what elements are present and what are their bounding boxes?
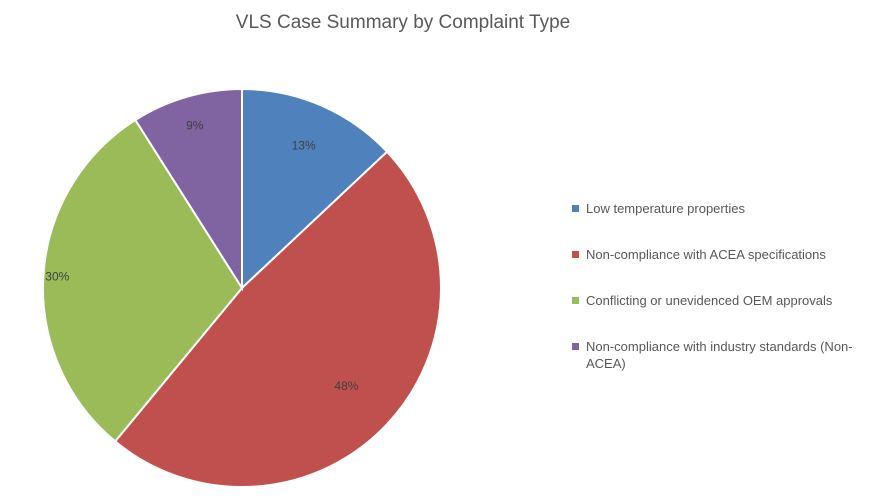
legend-swatch: [572, 205, 579, 212]
chart-legend: Low temperature properties Non-complianc…: [572, 200, 872, 372]
legend-label: Non-compliance with ACEA specifications: [586, 247, 826, 262]
legend-item-oem-approvals: Conflicting or unevidenced OEM approvals: [572, 292, 872, 309]
legend-label: Low temperature properties: [586, 201, 745, 216]
pie-slice: [133, 87, 243, 292]
slice-data-label: 48%: [334, 379, 358, 393]
slice-data-label: 13%: [292, 139, 316, 153]
pie-slice: [241, 87, 389, 291]
legend-swatch: [572, 343, 579, 350]
legend-label: Conflicting or unevidenced OEM approvals: [586, 293, 833, 308]
pie-slice: [113, 150, 442, 488]
legend-label: Non-compliance with industry standards (…: [586, 339, 853, 371]
slice-data-label: 9%: [186, 119, 204, 133]
legend-item-industry-standards: Non-compliance with industry standards (…: [572, 338, 872, 372]
legend-item-low-temperature: Low temperature properties: [572, 200, 872, 217]
pie-slice: [42, 118, 244, 443]
slice-data-label: 30%: [45, 269, 69, 283]
chart-title: VLS Case Summary by Complaint Type: [235, 12, 571, 33]
legend-swatch: [572, 297, 579, 304]
legend-item-acea: Non-compliance with ACEA specifications: [572, 246, 872, 263]
legend-swatch: [572, 251, 579, 258]
